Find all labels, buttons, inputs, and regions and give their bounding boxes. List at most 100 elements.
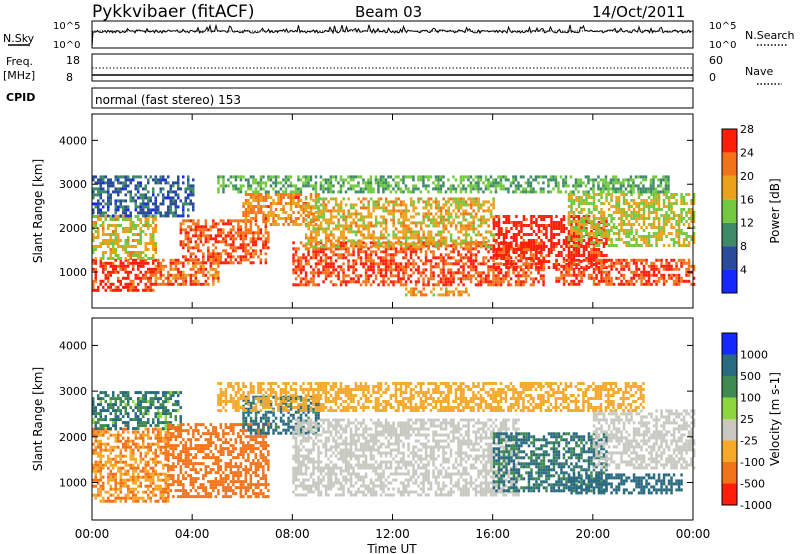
data-cell (434, 212, 438, 216)
data-cell (239, 228, 243, 232)
data-cell (652, 211, 656, 214)
data-cell (565, 258, 568, 262)
data-cell (182, 270, 185, 274)
data-cell (467, 245, 470, 249)
data-cell (404, 184, 408, 188)
data-cell (570, 208, 573, 211)
data-cell (452, 256, 455, 260)
data-cell (312, 247, 315, 251)
data-cell (419, 247, 423, 251)
data-cell (484, 274, 488, 278)
data-cell (587, 220, 591, 223)
data-cell (214, 258, 218, 262)
data-cell (337, 227, 340, 231)
data-cell (289, 205, 293, 208)
data-cell (570, 199, 573, 202)
data-cell (640, 214, 643, 217)
data-cell (524, 271, 528, 275)
data-cell (680, 264, 683, 268)
data-cell (397, 274, 400, 278)
data-cell (359, 200, 363, 204)
data-cell (317, 215, 320, 219)
data-cell (505, 221, 508, 224)
data-cell (432, 221, 435, 225)
data-cell (317, 218, 320, 222)
data-cell (367, 236, 370, 240)
data-cell (417, 175, 420, 179)
data-cell (102, 205, 105, 209)
data-cell (662, 202, 666, 205)
data-cell (382, 181, 385, 185)
data-cell (635, 211, 638, 214)
data-cell (557, 251, 561, 254)
data-cell (479, 203, 483, 207)
data-cell (547, 239, 551, 242)
data-cell (132, 267, 135, 271)
data-cell (522, 242, 526, 245)
data-cell (154, 215, 157, 218)
data-cell (602, 254, 606, 257)
data-cell (529, 175, 533, 179)
data-cell (347, 259, 350, 263)
data-cell (670, 202, 673, 205)
data-cell (357, 181, 360, 185)
data-cell (354, 268, 358, 272)
data-cell (364, 242, 368, 246)
data-cell (602, 276, 606, 280)
data-cell (377, 262, 380, 266)
data-cell (534, 175, 538, 179)
data-cell (292, 253, 295, 257)
data-cell (384, 209, 388, 213)
data-cell (337, 277, 340, 281)
data-cell (149, 233, 152, 236)
data-cell (394, 280, 398, 284)
data-cell (572, 211, 576, 214)
data-cell (417, 197, 420, 201)
data-cell (329, 197, 333, 201)
data-cell (557, 190, 560, 194)
data-cell (604, 181, 608, 185)
data-cell (572, 214, 576, 217)
data-cell (102, 261, 105, 265)
data-cell (354, 175, 358, 179)
data-cell (417, 212, 420, 216)
data-cell (107, 285, 110, 289)
data-cell (239, 190, 243, 194)
data-cell (397, 262, 400, 266)
data-cell (394, 268, 398, 272)
data-cell (134, 208, 137, 212)
data-cell (515, 221, 518, 224)
data-cell (399, 230, 403, 234)
data-cell (272, 175, 275, 179)
data-cell (567, 223, 571, 226)
data-cell (247, 187, 250, 191)
data-cell (454, 242, 458, 246)
data-cell (507, 215, 511, 218)
data-cell (635, 205, 638, 208)
data-cell (590, 264, 593, 268)
data-cell (604, 175, 608, 179)
data-cell (352, 259, 355, 263)
data-cell (464, 227, 468, 231)
data-cell (459, 206, 463, 210)
data-cell (520, 224, 523, 227)
data-cell (667, 208, 671, 211)
data-cell (545, 254, 548, 257)
data-cell (254, 211, 258, 214)
data-cell (114, 267, 117, 271)
data-cell (319, 241, 323, 245)
data-cell (389, 271, 393, 275)
data-cell (174, 214, 177, 218)
data-cell (670, 276, 673, 280)
data-cell (587, 276, 591, 280)
data-cell (234, 258, 238, 262)
data-cell (177, 196, 180, 200)
data-cell (655, 196, 658, 199)
data-cell (119, 282, 122, 286)
data-cell (109, 233, 112, 236)
data-cell (312, 250, 315, 254)
data-cell (517, 181, 520, 185)
data-cell (384, 187, 388, 191)
data-cell (119, 214, 122, 218)
data-cell (527, 262, 530, 266)
